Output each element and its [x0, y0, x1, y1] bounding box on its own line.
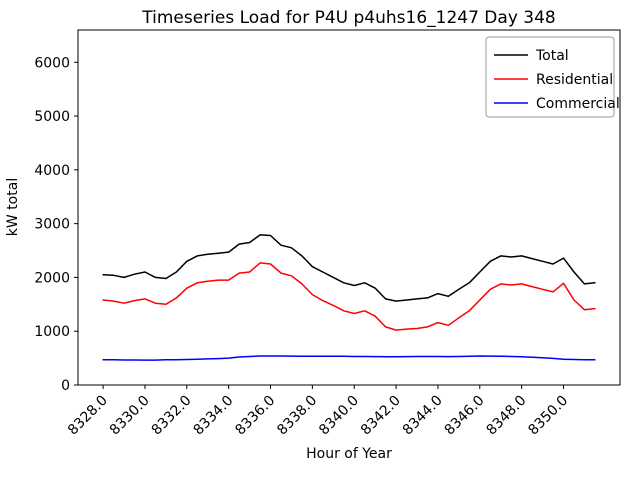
y-tick-label: 1000	[34, 324, 70, 340]
legend-label-total: Total	[535, 48, 569, 64]
y-tick-label: 2000	[34, 270, 70, 286]
y-tick-label: 0	[61, 378, 70, 394]
legend-entry-residential: Residential	[494, 72, 613, 88]
y-tick-label: 3000	[34, 217, 70, 233]
series-line-residential	[102, 262, 596, 331]
y-tick-label: 6000	[34, 55, 70, 71]
series-line-commercial	[102, 355, 596, 361]
legend-label-commercial: Commercial	[536, 96, 620, 112]
legend: Total Residential Commercial	[485, 36, 620, 118]
legend-label-residential: Residential	[536, 72, 613, 88]
axes-spines	[77, 29, 621, 386]
x-axis-label: Hour of Year	[306, 446, 392, 462]
legend-frame	[485, 36, 615, 118]
series-line-total	[102, 234, 596, 302]
y-tick-label: 4000	[34, 163, 70, 179]
y-axis-label: kW total	[5, 178, 21, 236]
chart-title: Timeseries Load for P4U p4uhs16_1247 Day…	[141, 8, 555, 28]
legend-entry-total: Total	[494, 48, 569, 64]
legend-entry-commercial: Commercial	[494, 96, 620, 112]
y-tick-label: 5000	[34, 109, 70, 125]
